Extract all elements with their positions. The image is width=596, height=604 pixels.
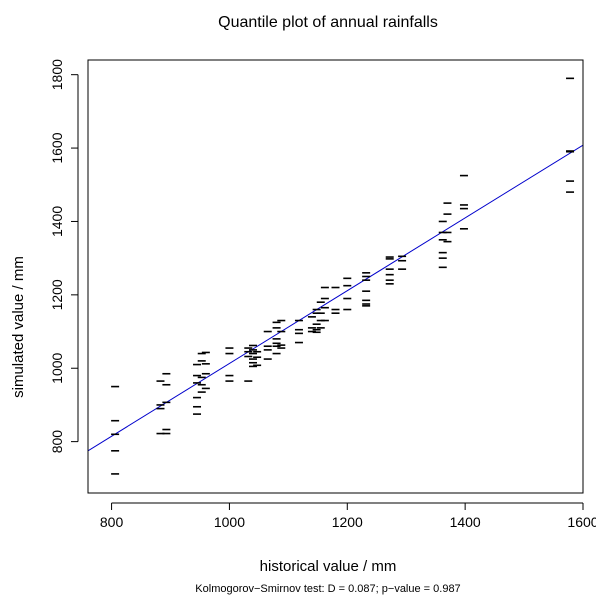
y-tick-label: 800 <box>49 430 65 454</box>
y-tick-label: 1800 <box>49 59 65 90</box>
plot-area: 800 1000 1200 1400 1600 800 1000 1200 1400 1600 18… <box>49 59 596 530</box>
x-tick-label: 1600 <box>567 514 596 530</box>
y-tick-label: 1000 <box>49 352 65 383</box>
y-axis-label: simulated value / mm <box>10 256 27 398</box>
x-axis-label: historical value / mm <box>260 558 397 575</box>
plot-frame <box>87 59 584 494</box>
reference-line <box>88 144 583 452</box>
y-tick-label: 1600 <box>49 132 65 163</box>
y-tick-label: 1200 <box>49 279 65 310</box>
y-tick-label: 1400 <box>49 206 65 237</box>
x-tick-label: 800 <box>100 514 124 530</box>
chart-subtitle: Kolmogorov−Smirnov test: D = 0.087; p−va… <box>195 583 460 595</box>
x-tick-label: 1000 <box>214 514 245 530</box>
x-tick-label: 1400 <box>450 514 481 530</box>
chart-title: Quantile plot of annual rainfalls <box>218 14 438 31</box>
x-tick-label: 1200 <box>332 514 363 530</box>
